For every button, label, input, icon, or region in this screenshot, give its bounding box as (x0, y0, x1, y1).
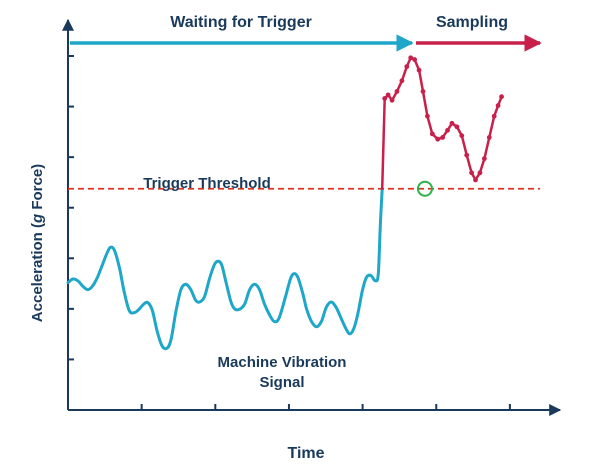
sample-point (464, 152, 470, 158)
sample-point (435, 136, 441, 142)
sample-points (382, 55, 504, 183)
sample-point (481, 156, 487, 162)
sample-point (399, 78, 405, 84)
signal-label-line1: Machine Vibration (218, 354, 347, 371)
sample-point (477, 170, 483, 176)
sample-point (404, 64, 410, 70)
sampled-signal-line (380, 56, 503, 191)
trigger-threshold-label: Trigger Threshold (143, 175, 271, 192)
sample-point (491, 113, 497, 119)
sample-point (382, 96, 388, 101)
sample-point (385, 92, 391, 98)
sample-point (449, 120, 455, 126)
sample-point (473, 177, 478, 183)
waiting-phase-label: Waiting for Trigger (170, 14, 312, 31)
sample-point (445, 127, 450, 133)
sample-point (416, 67, 422, 73)
sample-point (459, 133, 465, 139)
sample-point (425, 113, 430, 119)
sampling-phase-label: Sampling (436, 14, 508, 31)
y-axis-label: Acceleration (g Force) (29, 164, 46, 322)
x-axis-label: Time (287, 445, 324, 462)
sample-point (469, 170, 475, 176)
sample-point (429, 131, 435, 137)
sample-point (486, 135, 492, 140)
x-axis-ticks (140, 404, 511, 410)
y-axis-ticks (68, 55, 74, 361)
sample-point (394, 89, 400, 94)
sample-point (412, 57, 418, 62)
sample-point (408, 55, 414, 61)
signal-label-line2: Signal (259, 374, 304, 391)
sample-point (420, 89, 426, 94)
sample-point (454, 124, 460, 130)
vibration-signal-line (66, 187, 384, 351)
sample-point (495, 103, 501, 108)
sample-point (389, 97, 395, 103)
sample-point (440, 135, 446, 140)
trigger-point-marker (416, 180, 433, 197)
sample-point (499, 94, 504, 100)
